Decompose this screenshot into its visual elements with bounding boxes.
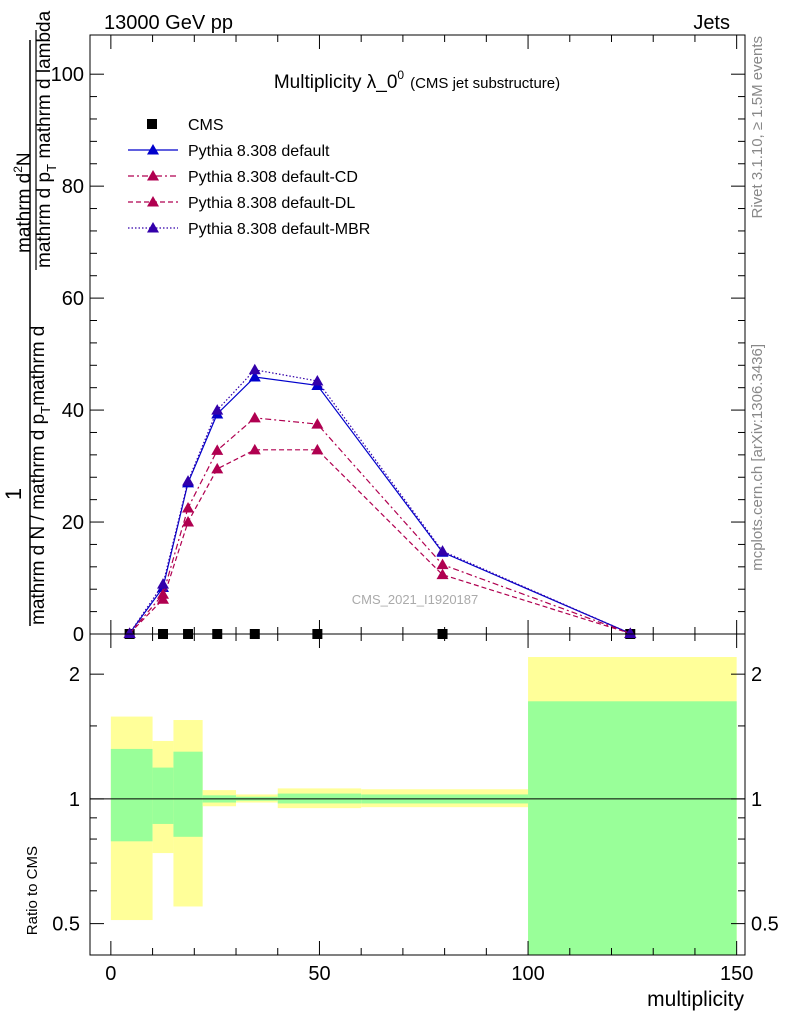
main-panel <box>89 34 746 639</box>
ratio-y-tick-label-right: 0.5 <box>751 914 779 936</box>
ratio-band-green <box>152 767 174 824</box>
data-point-marker <box>311 374 324 386</box>
legend: CMS Pythia 8.308 default Pythia 8.308 defa… <box>128 117 370 238</box>
ratio-y-tick-label: 0.5 <box>52 914 80 936</box>
y-tick-label: 100 <box>51 64 84 86</box>
data-point-marker <box>248 411 261 423</box>
data-point-marker <box>248 443 261 455</box>
series-line <box>129 369 631 634</box>
data-point-marker <box>248 371 261 382</box>
legend-marker <box>147 144 159 155</box>
legend-label: Pythia 8.308 default-DL <box>188 195 355 212</box>
legend-label: Pythia 8.308 default <box>188 143 330 160</box>
ratio-axes: 0.5 0.5 1 1 2 2 0 50 100 150 <box>52 634 779 985</box>
y-label-numerator: mathrm d2N <box>11 152 35 253</box>
x-tick-label: 100 <box>511 963 544 985</box>
series-3 <box>123 443 637 638</box>
y-label-inner-denominator: mathrm d pT mathrm d lambda <box>34 10 59 268</box>
data-point-marker <box>211 462 224 474</box>
data-point-marker <box>436 568 449 580</box>
x-tick-label: 0 <box>105 963 116 985</box>
ratio-y-tick-label-right: 2 <box>751 664 762 686</box>
plot-title-sup: 0 <box>397 68 404 82</box>
data-point-marker <box>211 444 224 455</box>
y-tick-label: 60 <box>62 288 84 310</box>
y-tick-label: 20 <box>62 512 84 534</box>
legend-marker <box>147 196 159 207</box>
ratio-y-label: Ratio to CMS <box>24 846 41 935</box>
data-point-marker <box>211 404 224 415</box>
data-point-marker <box>436 558 449 570</box>
data-point-marker <box>311 418 324 429</box>
header-left: 13000 GeV pp <box>104 12 233 34</box>
legend-marker <box>147 170 159 181</box>
ratio-band-green <box>528 701 737 955</box>
ratio-band-green <box>110 748 153 842</box>
data-point-marker <box>157 578 170 589</box>
series-line <box>129 376 631 634</box>
ratio-y-tick-label-right: 1 <box>751 789 762 811</box>
legend-label: Pythia 8.308 default-MBR <box>188 221 370 238</box>
data-point-marker <box>436 545 449 556</box>
data-point-marker <box>311 443 324 455</box>
series-line <box>129 417 631 634</box>
y-tick-label: 40 <box>62 400 84 422</box>
plot-title-suffix: (CMS jet substructure) <box>410 75 560 92</box>
x-tick-label: 50 <box>308 963 330 985</box>
plot-title: Multiplicity λ_00 (CMS jet substructure) <box>274 68 560 93</box>
data-point-marker <box>182 475 195 486</box>
legend-label: Pythia 8.308 default-CD <box>188 169 358 186</box>
side-text-top: Rivet 3.1.10, ≥ 1.5M events <box>749 36 766 219</box>
ratio-y-tick-label: 1 <box>69 789 80 811</box>
y-tick-label: 80 <box>62 176 84 198</box>
x-tick-label: 150 <box>720 963 753 985</box>
main-y-axis: 0 20 40 60 80 100 <box>51 35 745 646</box>
ratio-band-green <box>173 751 203 837</box>
y-label-one: 1 <box>1 488 26 500</box>
side-text-bottom: mcplots.cern.ch [arXiv:1306.3436] <box>749 344 766 571</box>
ratio-panel <box>89 633 746 956</box>
data-point-marker <box>624 627 637 638</box>
y-label-denominator: mathrm d N / mathrm d pTmathrm d <box>28 326 53 625</box>
series-line <box>129 449 631 634</box>
ratio-y-tick-label: 2 <box>69 664 80 686</box>
data-point-marker <box>248 363 261 375</box>
data-point-marker <box>157 593 170 604</box>
x-axis-label: multiplicity <box>647 988 744 1011</box>
watermark: CMS_2021_I1920187 <box>352 592 479 607</box>
ratio-frame <box>89 633 746 956</box>
legend-marker <box>147 222 159 233</box>
data-point-marker <box>123 627 136 638</box>
data-point-marker <box>182 516 195 527</box>
legend-marker <box>147 119 157 129</box>
series-4 <box>123 363 637 638</box>
y-tick-label: 0 <box>73 624 84 646</box>
main-y-label: 1 mathrm d N / mathrm d pTmathrm d mathr… <box>1 10 59 626</box>
legend-label: CMS <box>188 117 224 134</box>
data-point-marker <box>182 502 195 513</box>
plot-title-main: Multiplicity λ_0 <box>274 72 398 93</box>
header-right: Jets <box>693 12 730 34</box>
